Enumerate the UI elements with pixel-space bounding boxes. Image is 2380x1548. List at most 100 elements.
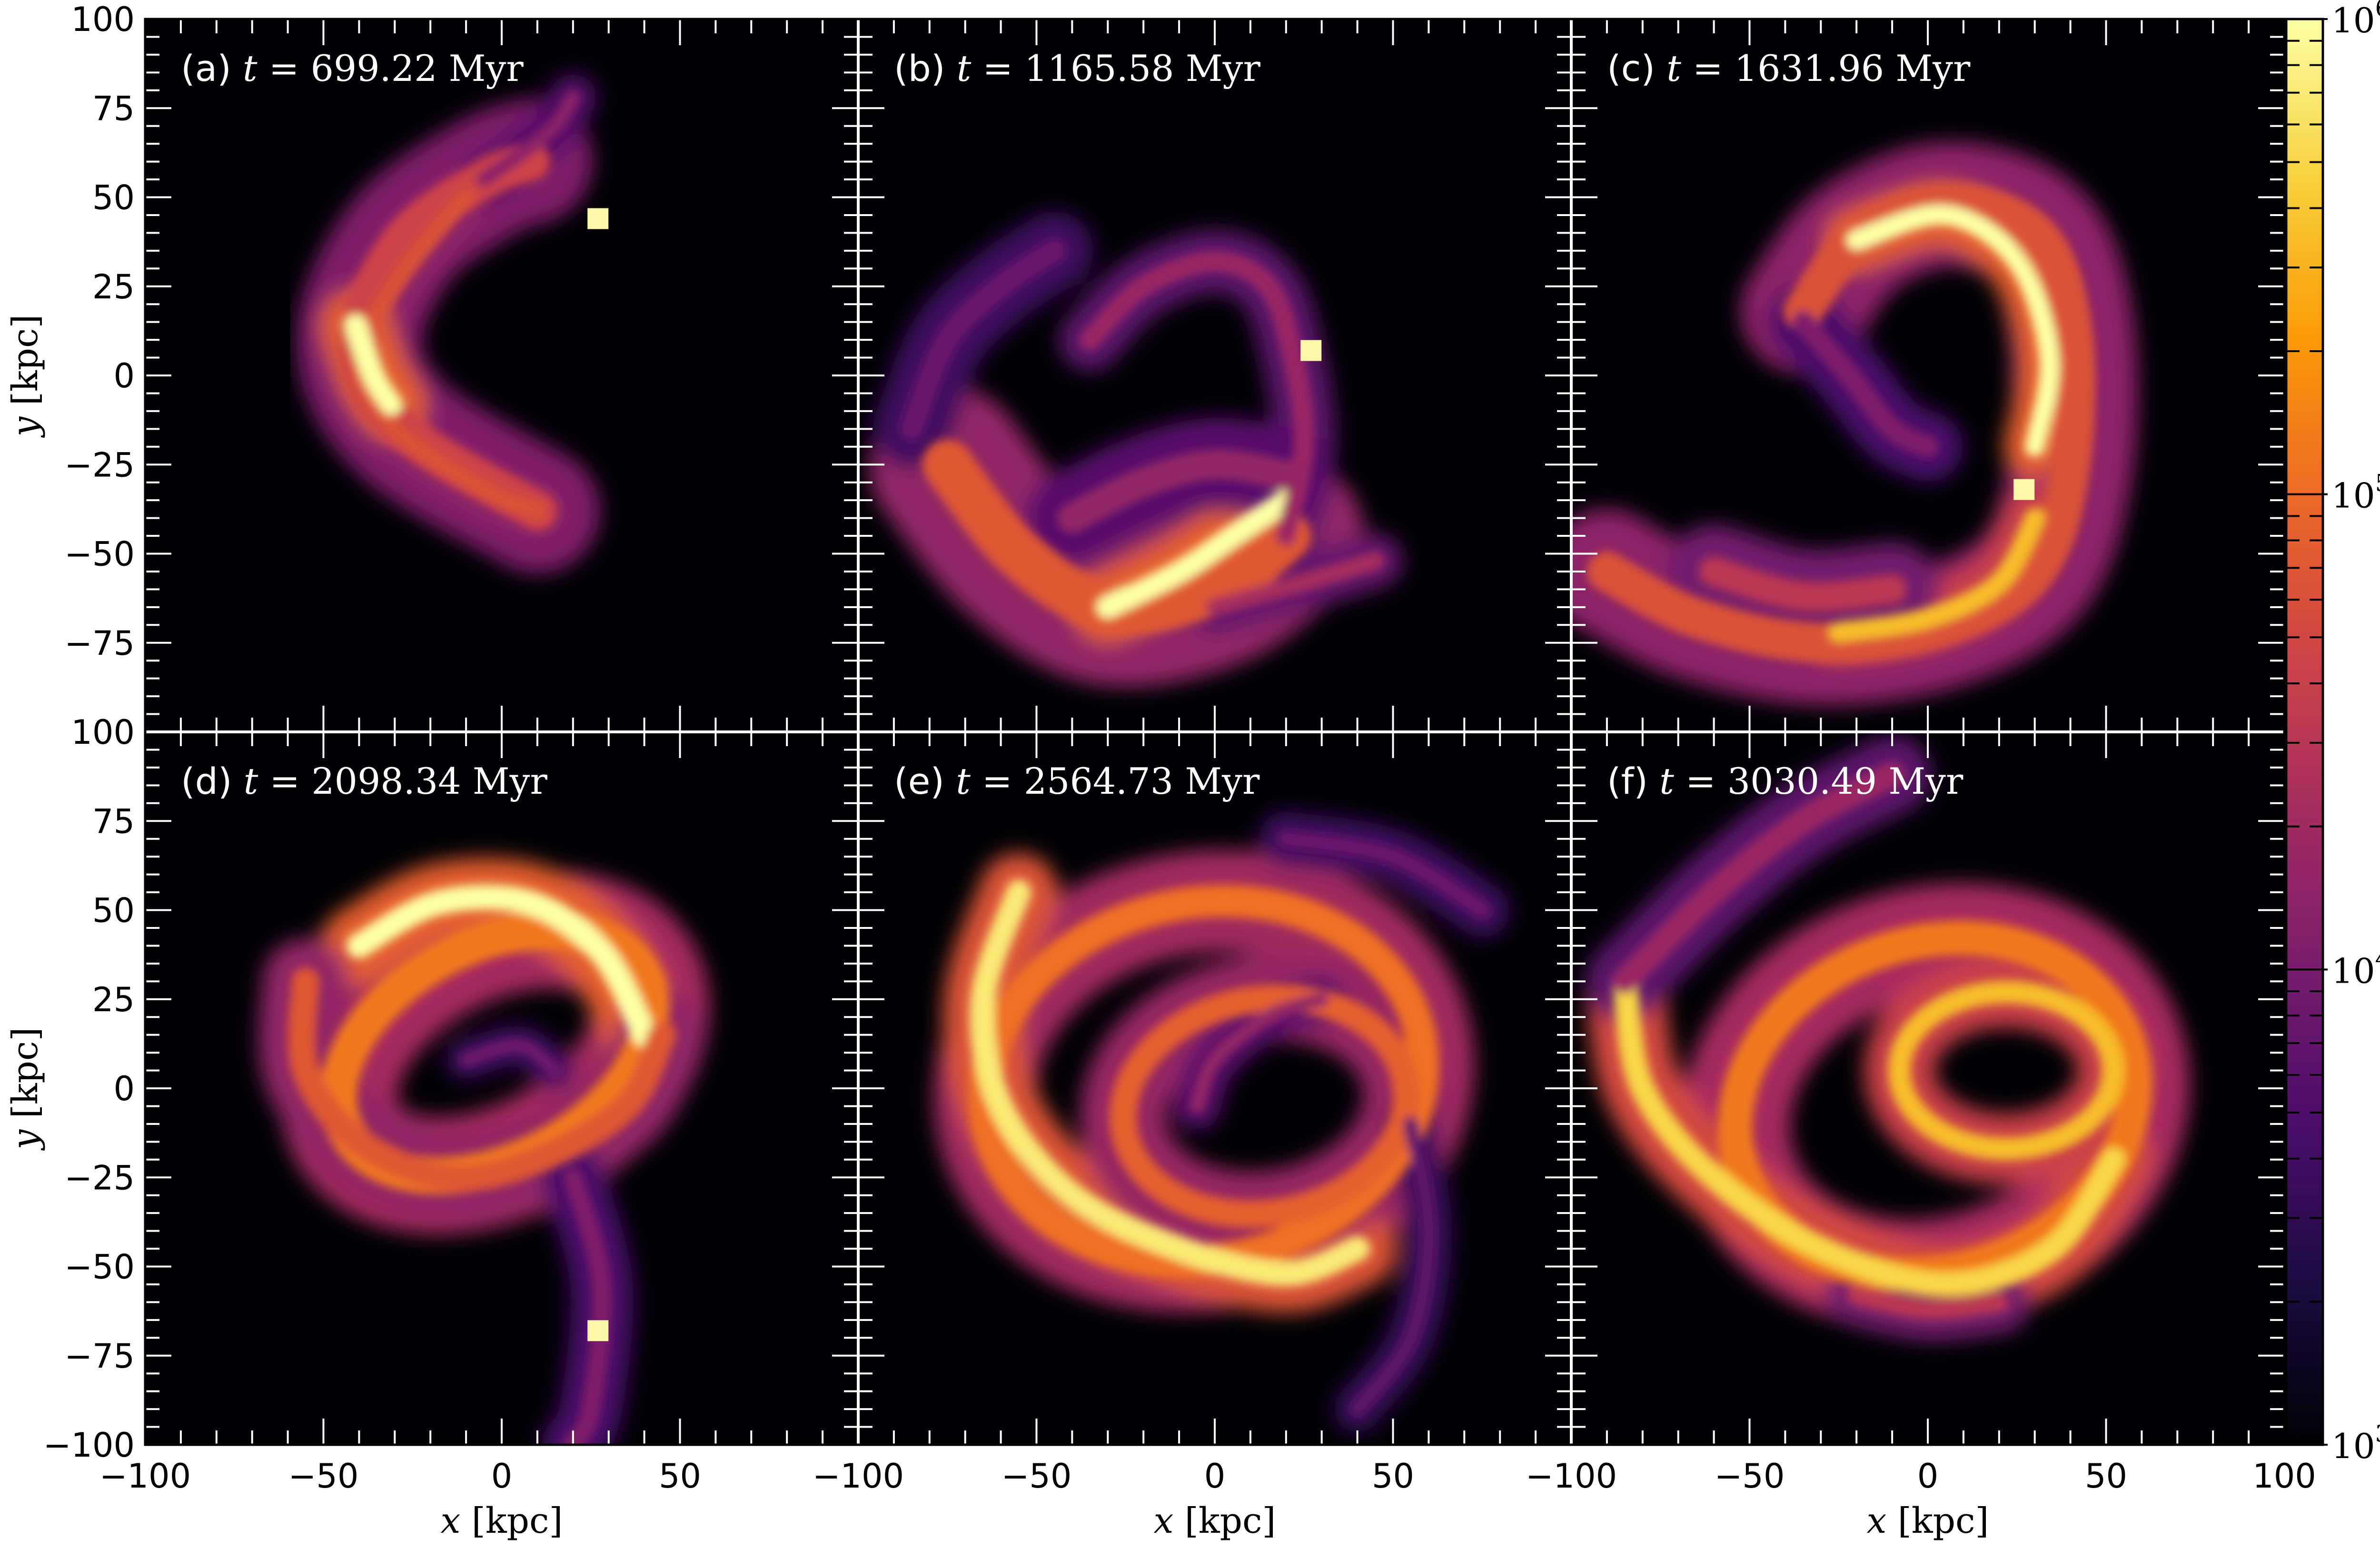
density-ring bbox=[1109, 984, 1420, 1228]
y-tick-label: −75 bbox=[64, 624, 135, 663]
y-axis-label: y [kpc] bbox=[5, 315, 46, 438]
density-arc bbox=[899, 238, 1067, 442]
panel-label: (b) t = 1165.58 Myr bbox=[894, 47, 1260, 89]
y-tick-label: 100 bbox=[71, 713, 135, 752]
x-tick-label: 0 bbox=[1917, 1457, 1939, 1496]
density-arc bbox=[1349, 1116, 1437, 1417]
density-arc bbox=[476, 90, 581, 187]
panel-label: (e) t = 2564.73 Myr bbox=[894, 760, 1260, 802]
colorbar: 106105104103Σ [M⊙ kpc⁻²] bbox=[2285, 0, 2380, 1466]
density-ring bbox=[1888, 981, 2125, 1160]
time-symbol: t bbox=[957, 47, 972, 89]
position-marker bbox=[587, 1320, 609, 1341]
density-arc bbox=[1846, 205, 2060, 457]
x-tick-label: −50 bbox=[1002, 1457, 1072, 1496]
time-unit: Myr bbox=[1895, 47, 1971, 89]
equals-sign: = bbox=[1674, 760, 1727, 802]
x-axis-label: x [kpc] bbox=[1154, 1500, 1276, 1541]
time-unit: Myr bbox=[473, 760, 548, 802]
time-value: 3030.49 bbox=[1727, 760, 1888, 802]
x-tick-label: −100 bbox=[1526, 1457, 1617, 1496]
time-value: 1165.58 bbox=[1024, 47, 1185, 89]
panel-background bbox=[145, 732, 858, 1445]
y-tick-label: 25 bbox=[92, 267, 135, 306]
time-unit: Myr bbox=[1185, 760, 1260, 802]
y-tick-label: 75 bbox=[92, 89, 135, 128]
y-tick-label: 50 bbox=[92, 891, 135, 930]
y-tick-label: 0 bbox=[113, 1069, 135, 1108]
colorbar-tick-label: 105 bbox=[2331, 470, 2380, 516]
panel-a: (a) t = 699.22 Myr bbox=[144, 18, 859, 733]
y-tick-label: −75 bbox=[64, 1337, 135, 1376]
density-arc bbox=[347, 885, 657, 1047]
x-tick-label: 50 bbox=[1372, 1457, 1414, 1496]
panel-tag: (c) bbox=[1607, 47, 1666, 89]
y-tick-label: 0 bbox=[113, 356, 135, 395]
time-symbol: t bbox=[1659, 760, 1674, 802]
time-value: 2098.34 bbox=[311, 760, 472, 802]
panel-e: (e) t = 2564.73 Myr bbox=[857, 731, 1572, 1446]
time-value: 2564.73 bbox=[1024, 760, 1185, 802]
y-tick-label: −50 bbox=[64, 535, 135, 574]
x-tick-label: −50 bbox=[1715, 1457, 1785, 1496]
panel-grid: (a) t = 699.22 Myr (b) t = 1165.58 Myr (c)… bbox=[144, 18, 2285, 1446]
density-arc bbox=[970, 879, 1370, 1286]
panel-label: (d) t = 2098.34 Myr bbox=[181, 760, 547, 802]
y-tick-label: −100 bbox=[43, 1426, 135, 1465]
equals-sign: = bbox=[1681, 47, 1735, 89]
panel-tag: (f) bbox=[1607, 760, 1659, 802]
y-tick-label: 100 bbox=[71, 0, 135, 39]
y-axis-label: y [kpc] bbox=[5, 1027, 46, 1151]
density-arc bbox=[1828, 508, 2045, 642]
density-arc bbox=[1792, 311, 1939, 458]
colorbar-tick-label: 104 bbox=[2331, 945, 2380, 991]
time-symbol: t bbox=[244, 760, 258, 802]
panel-f: (f) t = 3030.49 Myr bbox=[1570, 731, 2285, 1446]
panel-tag: (b) bbox=[894, 47, 957, 89]
y-tick-label: 25 bbox=[92, 980, 135, 1019]
x-tick-label: −100 bbox=[99, 1457, 191, 1496]
x-tick-label: −50 bbox=[288, 1457, 359, 1496]
equals-sign: = bbox=[971, 47, 1024, 89]
time-value: 699.22 bbox=[311, 47, 449, 89]
panel-label: (c) t = 1631.96 Myr bbox=[1607, 47, 1971, 89]
time-unit: Myr bbox=[1186, 47, 1261, 89]
density-ring bbox=[1717, 920, 2152, 1292]
figure-frame bbox=[144, 18, 2286, 1446]
x-tick-label: 50 bbox=[2085, 1457, 2127, 1496]
x-tick-label: 0 bbox=[1204, 1457, 1226, 1496]
equals-sign: = bbox=[258, 47, 311, 89]
y-tick-label: 50 bbox=[92, 178, 135, 217]
time-symbol: t bbox=[243, 47, 258, 89]
x-axis-label: x [kpc] bbox=[1867, 1500, 1989, 1541]
density-arc bbox=[344, 314, 403, 415]
colorbar-tick-label: 103 bbox=[2331, 1420, 2380, 1466]
density-arc bbox=[1096, 489, 1298, 619]
x-tick-label: 100 bbox=[2252, 1457, 2316, 1496]
x-axis-label: x [kpc] bbox=[441, 1500, 563, 1541]
density-arc bbox=[1080, 251, 1314, 546]
time-symbol: t bbox=[956, 760, 971, 802]
x-tick-label: 0 bbox=[491, 1457, 513, 1496]
density-arc bbox=[288, 967, 676, 1192]
colorbar-tick-label: 106 bbox=[2331, 0, 2380, 40]
time-value: 1631.96 bbox=[1735, 47, 1895, 89]
y-tick-label: −25 bbox=[64, 1158, 135, 1197]
panel-b: (b) t = 1165.58 Myr bbox=[857, 18, 1572, 733]
x-tick-label: −100 bbox=[813, 1457, 904, 1496]
position-marker bbox=[2013, 479, 2035, 500]
density-arc bbox=[350, 188, 546, 520]
density-arc bbox=[459, 1039, 562, 1077]
density-arc bbox=[1206, 552, 1384, 616]
time-unit: Myr bbox=[1888, 760, 1964, 802]
density-arc bbox=[1699, 556, 1907, 612]
time-symbol: t bbox=[1666, 47, 1681, 89]
y-tick-label: 75 bbox=[92, 802, 135, 841]
position-marker bbox=[1300, 340, 1322, 361]
panel-label: (a) t = 699.22 Myr bbox=[181, 47, 524, 89]
panel-tag: (a) bbox=[181, 47, 243, 89]
density-arc bbox=[1612, 762, 1905, 994]
equals-sign: = bbox=[258, 760, 311, 802]
panel-tag: (d) bbox=[181, 760, 244, 802]
